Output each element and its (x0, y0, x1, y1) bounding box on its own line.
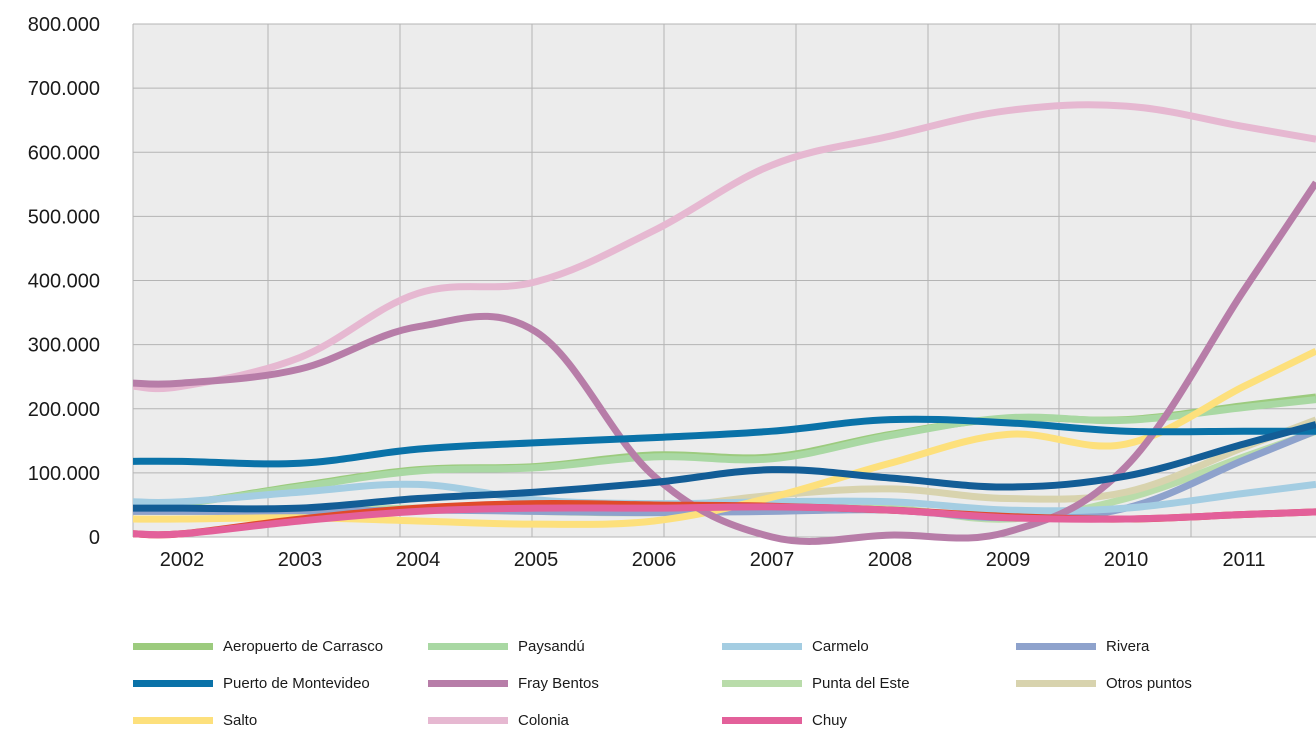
y-tick-label: 0 (89, 527, 100, 549)
y-tick-label: 700.000 (28, 78, 100, 100)
series-line-fray-bentos (132, 180, 1316, 545)
x-tick-label: 2007 (750, 549, 795, 571)
y-tick-label: 600.000 (28, 142, 100, 164)
series-line-colonia (132, 101, 1316, 393)
series-line-puerto-de-montevideo (132, 415, 1316, 468)
series-line-unlabeled (133, 421, 1316, 513)
y-tick-label: 500.000 (28, 206, 100, 228)
y-tick-label: 200.000 (28, 399, 100, 421)
x-axis-ticks: 2002 2003 2004 2005 2006 2007 2008 2009 2010 2011 (160, 549, 1266, 571)
x-tick-label: 2011 (1222, 549, 1265, 571)
y-tick-label: 100.000 (28, 463, 100, 485)
y-tick-label: 800.000 (28, 14, 100, 36)
x-tick-label: 2005 (514, 549, 559, 571)
y-tick-label: 400.000 (28, 271, 100, 293)
y-axis-ticks: 0 100.000 200.000 300.000 400.000 500.000 600.… (28, 14, 100, 549)
x-tick-label: 2008 (868, 549, 913, 571)
series-lines (132, 101, 1316, 545)
series-line-paysand (132, 396, 1316, 509)
y-tick-label: 300.000 (28, 335, 100, 357)
x-tick-label: 2002 (160, 549, 205, 571)
x-tick-label: 2010 (1104, 549, 1149, 571)
x-tick-label: 2009 (986, 549, 1031, 571)
x-tick-label: 2004 (396, 549, 441, 571)
series-line-chuy (132, 503, 1316, 539)
x-tick-label: 2006 (632, 549, 677, 571)
x-tick-label: 2003 (278, 549, 323, 571)
